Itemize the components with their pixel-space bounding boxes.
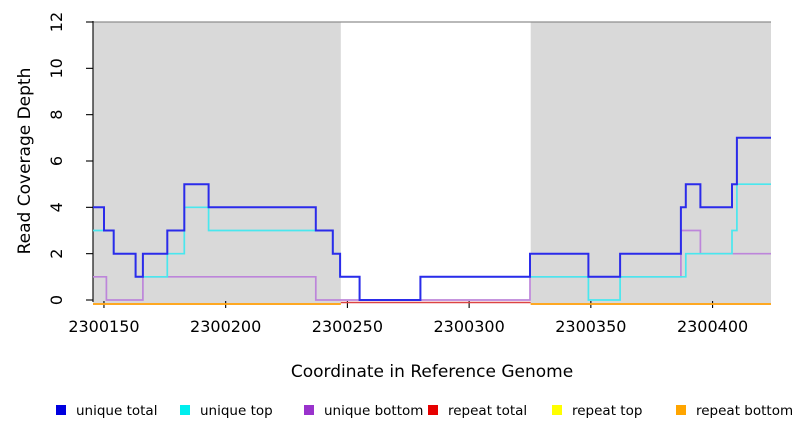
legend-item-repeat-top: repeat top [552, 403, 642, 419]
x-tick-label: 2300200 [190, 317, 261, 336]
legend-label: unique top [200, 403, 273, 419]
series-unique-bottom [93, 229, 771, 301]
axes: 0 2 4 6 8 10 12 2300150 2300200 2300250 2300300 230… [47, 12, 748, 336]
x-tick-label: 2300350 [555, 317, 626, 336]
legend-label: repeat total [448, 403, 527, 419]
y-tick-label: 2 [47, 249, 66, 259]
y-tick-label: 10 [47, 58, 66, 78]
x-tick-label: 2300150 [68, 317, 139, 336]
legend-item-repeat-bottom: repeat bottom [676, 403, 792, 419]
legend-item-unique-bottom: unique bottom [304, 403, 423, 419]
shaded-region [93, 22, 341, 303]
legend-swatch-repeat-bottom [676, 405, 686, 415]
legend-swatch-unique-top [180, 405, 190, 415]
y-tick-label: 12 [47, 12, 66, 32]
legend-label: unique total [76, 403, 157, 419]
legend-item-repeat-total: repeat total [428, 403, 527, 419]
series-lines [93, 136, 771, 305]
shaded-region [530, 22, 771, 303]
x-tick-label: 2300300 [433, 317, 504, 336]
legend-item-unique-total: unique total [56, 403, 157, 419]
y-axis-title: Read Coverage Depth [15, 68, 35, 255]
legend-label: repeat bottom [696, 403, 792, 419]
legend-label: repeat top [572, 403, 642, 419]
y-tick-label: 6 [47, 156, 66, 166]
y-tick-label: 0 [47, 295, 66, 305]
legend-swatch-unique-total [56, 405, 66, 415]
legend: unique total unique top unique bottom repea… [56, 403, 792, 419]
x-axis-title: Coordinate in Reference Genome [291, 362, 573, 382]
legend-swatch-unique-bottom [304, 405, 314, 415]
y-tick-label: 4 [47, 202, 66, 212]
legend-swatch-repeat-total [428, 405, 438, 415]
shaded-regions [93, 21, 771, 303]
legend-swatch-repeat-top [552, 405, 562, 415]
legend-label: unique bottom [324, 403, 423, 419]
x-tick-label: 2300250 [312, 317, 383, 336]
series-unique-total [93, 136, 771, 301]
legend-item-unique-top: unique top [180, 403, 273, 419]
y-tick-label: 8 [47, 110, 66, 120]
x-tick-label: 2300400 [677, 317, 748, 336]
